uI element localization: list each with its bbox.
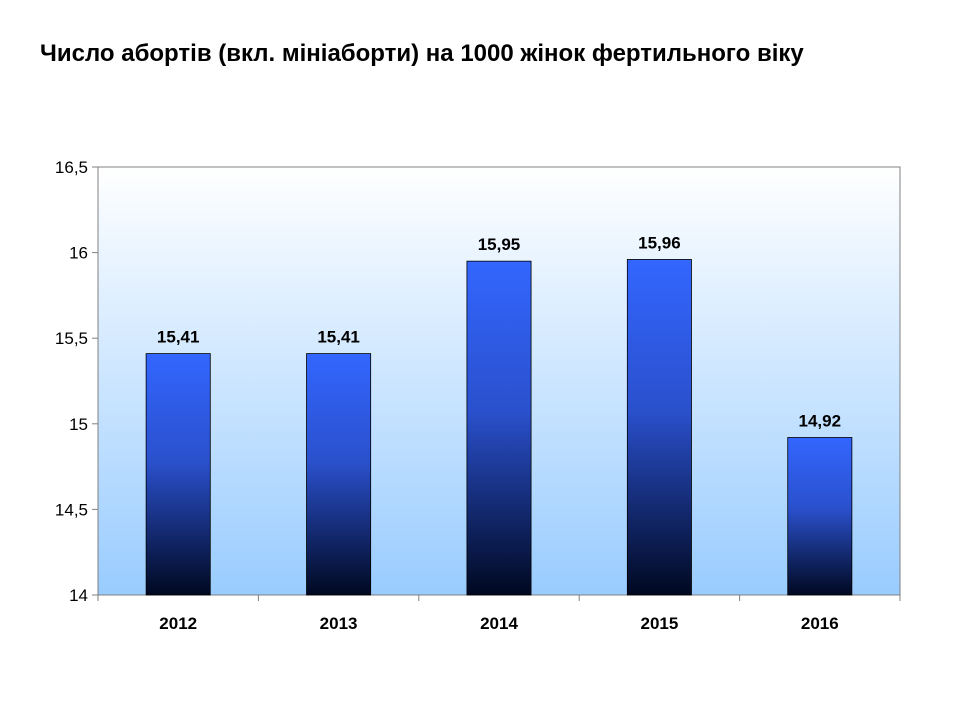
data-label-2013: 15,41 — [317, 328, 360, 347]
data-label-2016: 14,92 — [799, 411, 842, 430]
data-label-2012: 15,41 — [157, 328, 200, 347]
bars — [145, 259, 853, 596]
y-tick-label: 16 — [69, 244, 88, 263]
bar-2016 — [787, 437, 853, 596]
y-tick-label: 16,5 — [55, 158, 88, 177]
x-tick-label-2012: 2012 — [159, 614, 197, 633]
x-tick-label-2016: 2016 — [801, 614, 839, 633]
y-tick-label: 15 — [69, 415, 88, 434]
data-labels: 15,41 15,41 15,95 15,96 14,92 — [157, 233, 841, 430]
bar-2015 — [626, 259, 692, 596]
y-tick-label: 15,5 — [55, 329, 88, 348]
x-axis: 2012 2013 2014 2015 2016 — [97, 594, 901, 633]
bar-2012 — [145, 353, 211, 596]
y-axis: 14 14,5 15 15,5 16 16,5 — [55, 158, 99, 605]
data-label-2015: 15,96 — [638, 233, 681, 252]
bar-2013 — [306, 353, 372, 596]
x-tick-label-2014: 2014 — [480, 614, 518, 633]
y-tick-label: 14 — [69, 586, 88, 605]
x-tick-label-2015: 2015 — [640, 614, 678, 633]
x-tick-label-2013: 2013 — [320, 614, 358, 633]
y-tick-label: 14,5 — [55, 500, 88, 519]
bar-2014 — [466, 260, 532, 596]
chart-title: Число абортів (вкл. мініаборти) на 1000 … — [40, 40, 804, 67]
data-label-2014: 15,95 — [478, 235, 521, 254]
